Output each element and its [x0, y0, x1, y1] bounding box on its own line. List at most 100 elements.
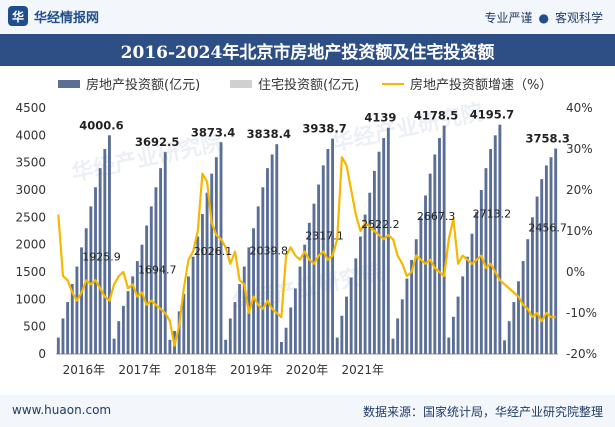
y-right-tick-label: 20%	[566, 183, 593, 197]
x-tick-label: 2019年	[230, 363, 273, 377]
bar-total	[414, 239, 418, 354]
footer-bar	[0, 395, 615, 427]
y-left-tick-label: 1000	[15, 292, 46, 306]
bar-total	[252, 228, 255, 354]
bar-total	[168, 339, 172, 354]
bar-total	[405, 278, 409, 354]
bar-total	[470, 233, 474, 354]
dot-icon: ●	[538, 11, 549, 25]
data-label-residential: 2039.8	[250, 244, 289, 257]
bar-total	[345, 296, 348, 354]
bar-total	[544, 165, 548, 354]
x-tick-label: 2017年	[118, 363, 161, 377]
bar-total	[196, 236, 200, 354]
bar-total	[479, 190, 483, 354]
bar-total	[187, 276, 190, 354]
bar-total	[284, 327, 288, 354]
bar-total	[512, 302, 516, 354]
chart-title: 2016-2024年北京市房地产投资额及住宅投资额	[120, 43, 495, 63]
bar-total	[154, 187, 158, 354]
bar-total	[438, 138, 441, 354]
bar-total	[219, 142, 223, 354]
legend-swatch-growth	[382, 82, 404, 85]
data-label-residential: 2522.2	[361, 218, 400, 231]
bar-total	[349, 277, 353, 354]
x-tick-label: 2018年	[174, 363, 217, 377]
legend-item-total: 房地产投资额(亿元)	[58, 74, 200, 93]
bar-total	[261, 187, 265, 354]
bar-total	[140, 244, 144, 354]
brand-name: 华经情报网	[34, 10, 100, 26]
bar-total	[214, 157, 218, 354]
y-right-tick-label: -10%	[566, 306, 597, 320]
data-label-total: 3758.3	[525, 132, 569, 146]
bar-total	[70, 284, 74, 354]
data-label-residential: 2317.1	[305, 229, 344, 242]
bar-total	[331, 138, 335, 354]
bar-total	[317, 184, 321, 354]
bar-total	[321, 165, 325, 354]
data-label-total: 4000.6	[79, 118, 123, 132]
bar-total	[163, 152, 167, 354]
bar-total	[400, 299, 404, 354]
data-label-total: 4178.5	[414, 109, 458, 123]
legend-item-growth: 房地产投资额增速（%）	[382, 74, 552, 93]
bar-total	[56, 337, 60, 354]
title-bar	[0, 34, 615, 66]
bar-total	[521, 261, 525, 354]
slogan: 专业严谨 ● 客观科学	[484, 9, 603, 26]
bar-total	[535, 196, 539, 354]
bar-total	[145, 225, 149, 354]
bar-total	[177, 311, 181, 354]
bar-total	[279, 341, 283, 354]
bar-total	[335, 337, 339, 354]
bar-total	[200, 214, 204, 354]
bar-total	[442, 125, 446, 354]
bar-total	[121, 305, 125, 354]
bar-total	[89, 206, 93, 354]
x-tick-label: 2020年	[286, 363, 329, 377]
growth-line	[57, 156, 556, 347]
bar-total	[275, 144, 279, 354]
y-left-tick-label: 4500	[15, 101, 46, 115]
y-left-tick-label: 3000	[15, 183, 46, 197]
bar-total	[489, 149, 493, 354]
bar-total	[484, 168, 488, 354]
bar-total	[298, 266, 302, 354]
y-right-tick-label: 30%	[566, 142, 593, 156]
bar-total	[61, 318, 65, 354]
bar-total	[433, 154, 437, 354]
bar-total	[410, 259, 414, 354]
bar-total	[424, 195, 427, 354]
y-left-tick-label: 1500	[15, 265, 46, 279]
bar-total	[238, 284, 242, 354]
y-right-tick-label: 10%	[566, 224, 593, 238]
bar-total	[256, 206, 260, 354]
y-left-tick-label: 4000	[15, 128, 46, 142]
bar-total	[224, 339, 228, 354]
data-label-total: 3873.4	[191, 125, 235, 139]
bar-total	[94, 187, 97, 354]
y-left-tick-label: 0	[38, 347, 46, 361]
y-right-tick-label: 0%	[566, 265, 585, 279]
bar-total	[554, 148, 558, 354]
footer-source: 数据来源：国家统计局，华经产业研究院整理	[362, 405, 603, 419]
legend-item-residential: 住宅投资额(亿元)	[230, 74, 359, 93]
bar-total	[475, 211, 479, 354]
bar-total	[363, 214, 367, 354]
bar-total	[270, 154, 274, 354]
bar-total	[112, 338, 116, 354]
bar-total	[108, 135, 111, 354]
bar-total	[242, 266, 246, 354]
bar-total	[372, 170, 376, 354]
data-label-residential: 2456.7	[528, 222, 567, 235]
bar-total	[210, 173, 214, 354]
bar-total	[80, 247, 84, 354]
bar-total	[419, 217, 423, 354]
bar-total	[382, 138, 386, 354]
bar-total	[289, 307, 293, 354]
bar-total	[517, 281, 520, 354]
bar-total	[359, 236, 362, 354]
y-left-tick-label: 3500	[15, 156, 46, 170]
x-tick-label: 2016年	[63, 363, 106, 377]
